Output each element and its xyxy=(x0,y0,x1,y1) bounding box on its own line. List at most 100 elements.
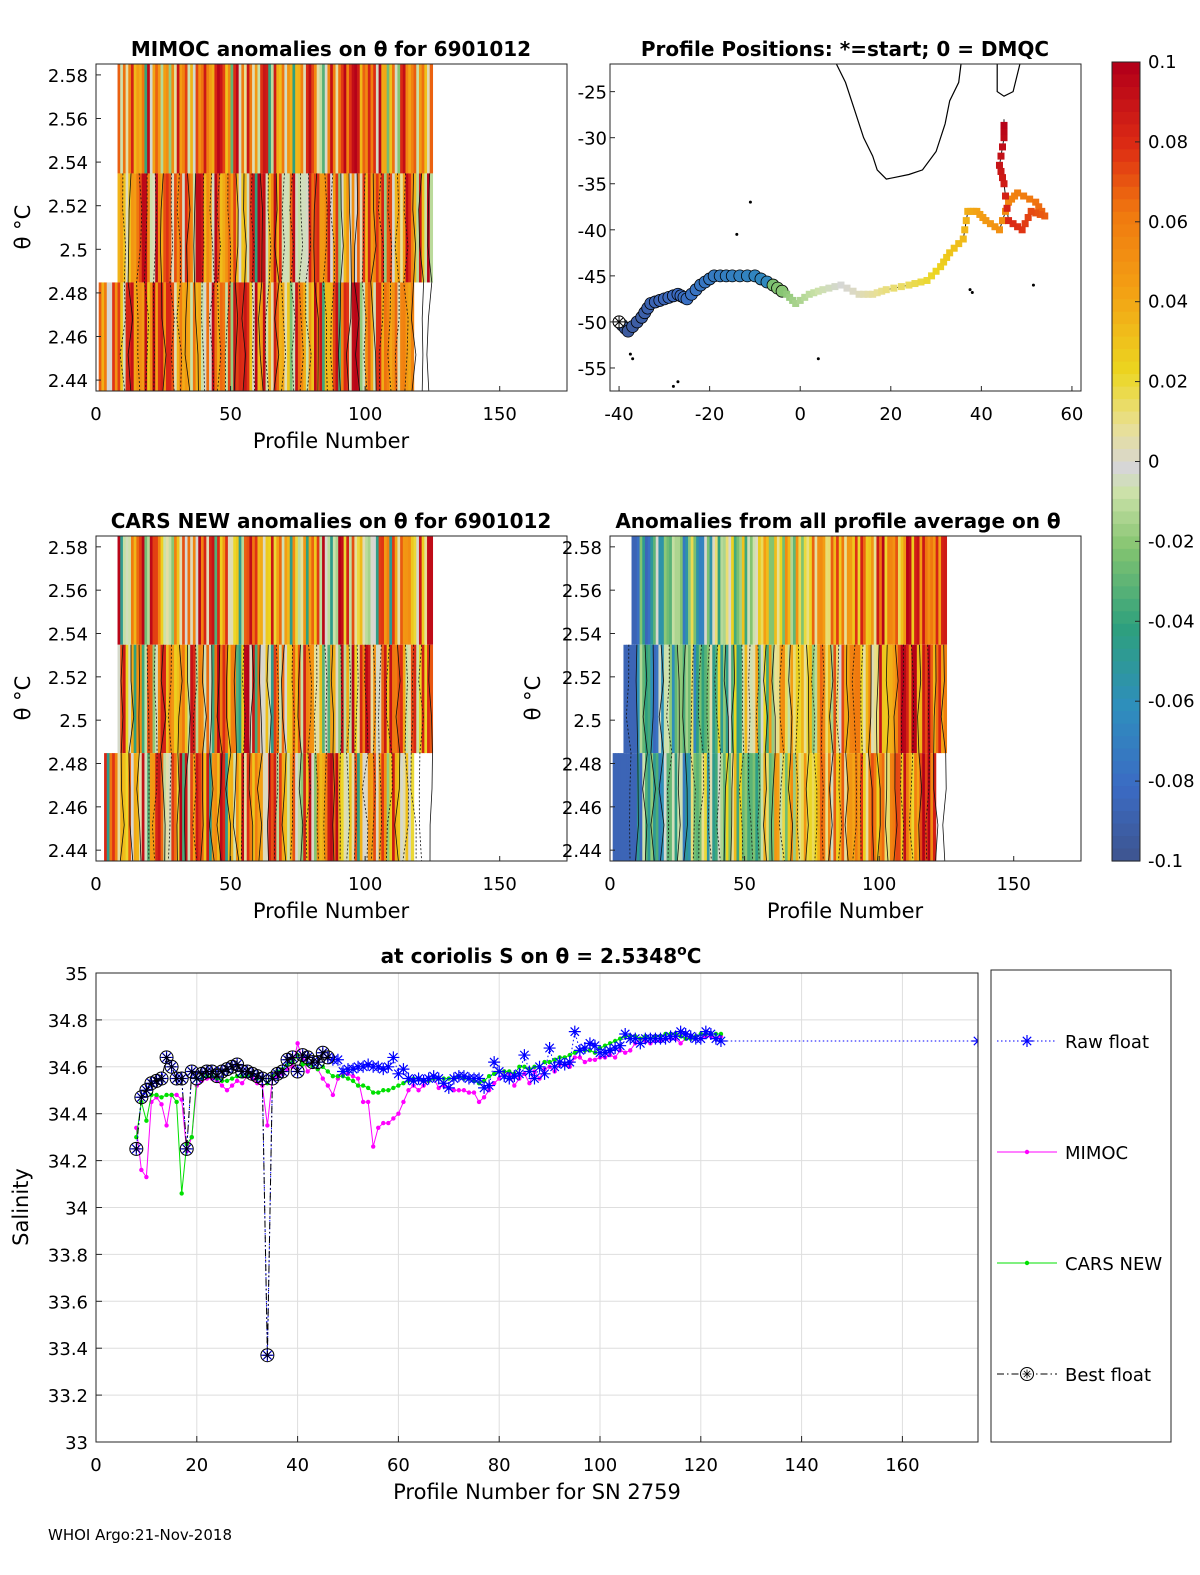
heat-cell xyxy=(741,644,746,754)
heat-cell xyxy=(209,753,213,861)
contour-line xyxy=(917,644,923,861)
heat-cell xyxy=(674,753,678,861)
heat-cell xyxy=(308,64,312,174)
heat-cell xyxy=(779,536,783,645)
heat-cell xyxy=(427,536,431,645)
heat-cell xyxy=(914,753,918,861)
heat-cell xyxy=(768,644,773,754)
y-tick-label: 2.56 xyxy=(48,110,88,131)
heat-cell xyxy=(720,644,724,754)
data-point xyxy=(139,1083,154,1098)
heat-cell xyxy=(389,173,393,283)
heat-cell xyxy=(179,536,183,645)
data-point xyxy=(144,1118,149,1123)
colorbar-tick-label: 0 xyxy=(1148,452,1159,473)
heat-cell xyxy=(394,536,399,645)
heat-cell xyxy=(873,753,878,861)
island-dot xyxy=(970,290,974,294)
heat-cell xyxy=(854,536,859,645)
contour-line xyxy=(370,173,377,391)
data-point xyxy=(412,1072,425,1085)
heat-cell xyxy=(222,644,226,754)
heat-cell xyxy=(155,644,159,754)
contour-line xyxy=(428,644,433,861)
contour-line xyxy=(885,644,890,861)
heat-cell xyxy=(139,753,143,861)
heat-cell xyxy=(784,536,789,645)
heat-cell xyxy=(397,282,401,391)
heat-cell xyxy=(322,64,326,174)
heat-cell xyxy=(287,536,291,645)
heat-cell xyxy=(682,644,686,754)
heat-cell xyxy=(340,753,345,861)
heat-cell xyxy=(217,536,221,645)
heat-cell xyxy=(233,64,237,174)
colorbar-step xyxy=(1112,661,1140,675)
heat-cell xyxy=(273,282,277,391)
heat-cell xyxy=(287,644,291,754)
heat-cell xyxy=(141,64,146,174)
heat-cell xyxy=(133,64,137,174)
data-point xyxy=(371,1090,376,1095)
heat-cell xyxy=(733,536,738,645)
colorbar-step xyxy=(1112,224,1140,238)
heat-cell xyxy=(871,753,875,861)
heat-cell xyxy=(109,282,113,391)
heat-cell xyxy=(163,173,167,283)
data-point xyxy=(347,1063,360,1076)
data-point-inner xyxy=(141,1085,151,1095)
contour-line xyxy=(835,644,843,861)
heat-cell xyxy=(281,173,285,283)
data-point xyxy=(184,1064,199,1079)
heat-cell xyxy=(688,644,692,754)
data-point xyxy=(174,1092,179,1098)
island-dot xyxy=(748,200,752,204)
heat-cell xyxy=(176,282,181,391)
profile-position xyxy=(855,290,863,298)
heat-cell xyxy=(165,753,170,861)
contour-line xyxy=(426,173,433,391)
heat-cell xyxy=(165,282,170,391)
heat-cell xyxy=(136,644,140,754)
heat-cell xyxy=(235,282,240,391)
heat-cell xyxy=(394,282,399,391)
heat-cell xyxy=(300,64,304,174)
heat-cell xyxy=(679,753,684,861)
heat-cell xyxy=(881,644,886,754)
heat-cell xyxy=(908,644,913,754)
profile-position xyxy=(1036,210,1044,218)
heat-cell xyxy=(246,173,251,283)
heat-cell xyxy=(655,644,660,754)
heat-cell xyxy=(120,173,124,283)
heat-cell xyxy=(268,173,272,283)
colorbar-step xyxy=(1112,548,1140,562)
data-point xyxy=(558,1058,571,1071)
heat-cell xyxy=(284,64,288,174)
heat-cell xyxy=(911,753,915,861)
contour-line xyxy=(338,644,344,861)
heat-cell xyxy=(725,536,730,645)
heat-cell xyxy=(174,173,178,283)
colorbar-step xyxy=(1112,536,1140,550)
colorbar-tick-label: 0.08 xyxy=(1148,132,1188,153)
heat-cell xyxy=(375,644,380,754)
heat-cell xyxy=(335,173,339,283)
heat-cell xyxy=(149,282,154,391)
heat-cell xyxy=(152,64,156,174)
heat-cell xyxy=(378,536,382,645)
heat-cell xyxy=(688,753,692,861)
data-point xyxy=(659,1032,672,1045)
heat-cell xyxy=(383,753,388,861)
heat-cell xyxy=(865,644,869,754)
data-point xyxy=(401,1099,406,1105)
heat-cell xyxy=(359,644,364,754)
contour-line xyxy=(136,173,143,391)
island-dot xyxy=(631,357,635,361)
heat-cell xyxy=(814,644,818,754)
heat-cell xyxy=(367,753,372,861)
contour-line xyxy=(208,173,215,391)
data-point-inner xyxy=(227,1062,237,1072)
heat-cell xyxy=(397,64,401,174)
heat-cell xyxy=(128,644,132,754)
heat-cell xyxy=(666,644,670,754)
